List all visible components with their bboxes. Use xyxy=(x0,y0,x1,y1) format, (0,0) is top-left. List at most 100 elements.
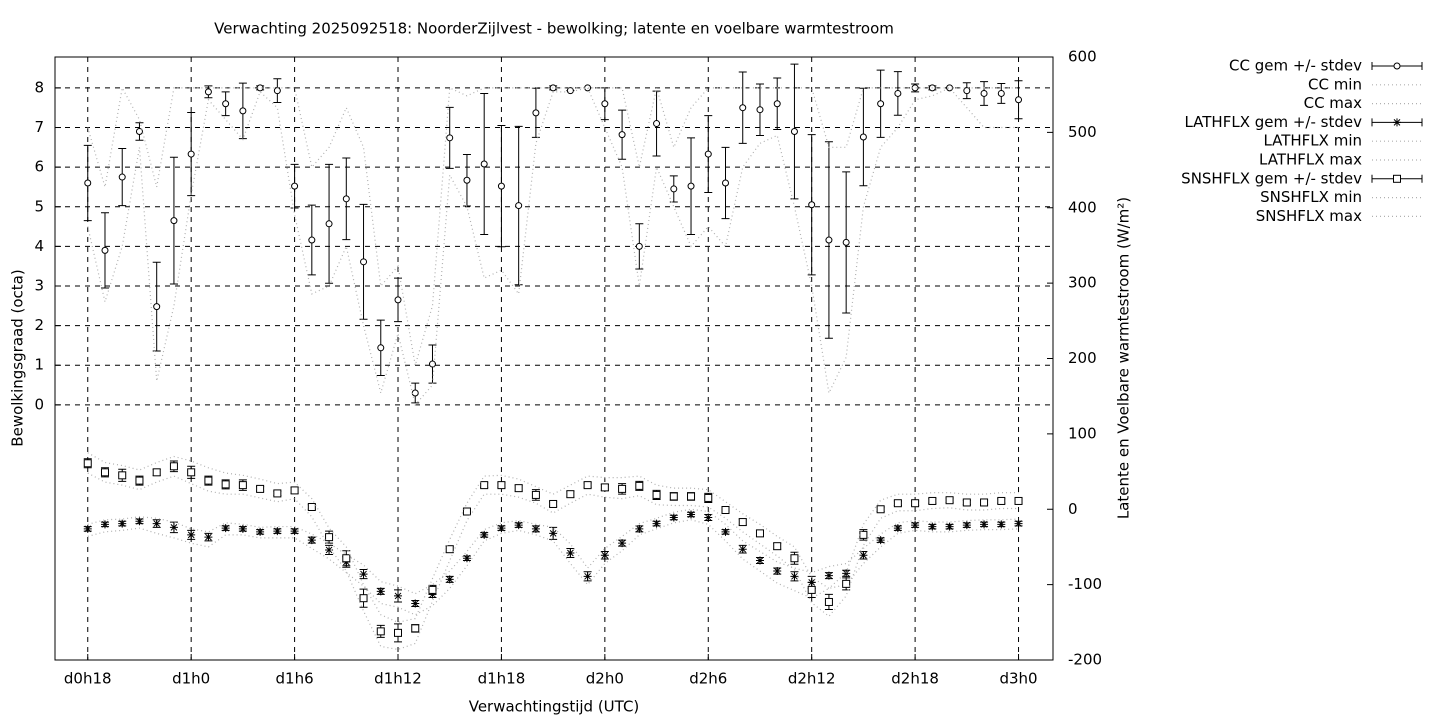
marker xyxy=(635,524,644,533)
marker xyxy=(325,220,333,228)
x-tick-label: d1h18 xyxy=(478,670,526,688)
marker xyxy=(83,459,92,468)
marker xyxy=(532,109,540,117)
marker xyxy=(394,296,402,304)
marker xyxy=(100,468,109,477)
marker xyxy=(669,513,678,522)
y2-axis-label: Latente en Voelbare warmtestroom (W/m²) xyxy=(1115,197,1133,519)
marker xyxy=(877,100,885,108)
marker xyxy=(187,150,195,158)
marker xyxy=(755,529,764,538)
marker xyxy=(446,134,454,142)
x-tick-label: d1h0 xyxy=(172,670,210,688)
marker xyxy=(222,100,230,108)
marker xyxy=(790,554,799,563)
marker xyxy=(997,89,1005,97)
marker xyxy=(773,100,781,108)
marker xyxy=(290,486,299,495)
marker xyxy=(722,179,730,187)
marker xyxy=(152,468,161,477)
marker xyxy=(152,519,161,528)
x-tick-label: d3h0 xyxy=(999,670,1037,688)
legend-label: CC min xyxy=(1308,75,1362,93)
marker xyxy=(755,556,764,565)
marker xyxy=(652,490,661,499)
marker xyxy=(808,201,816,209)
marker xyxy=(342,195,350,203)
marker xyxy=(238,481,247,490)
y2-tick-label: 200 xyxy=(1068,349,1097,367)
marker xyxy=(962,521,971,530)
marker xyxy=(893,524,902,533)
marker xyxy=(101,246,109,254)
legend-label: SNSHFLX max xyxy=(1256,207,1362,225)
marker xyxy=(566,490,575,499)
marker xyxy=(824,571,833,580)
marker xyxy=(204,88,212,96)
marker xyxy=(600,551,609,560)
marker xyxy=(445,545,454,554)
marker xyxy=(273,87,281,95)
marker xyxy=(704,493,713,502)
y-tick-label: 8 xyxy=(34,78,44,96)
marker xyxy=(445,575,454,584)
marker xyxy=(497,182,505,190)
marker xyxy=(515,202,523,210)
marker xyxy=(394,591,403,600)
x-tick-label: d2h6 xyxy=(689,670,727,688)
marker xyxy=(187,530,196,539)
marker xyxy=(359,594,368,603)
marker xyxy=(997,520,1006,529)
marker xyxy=(773,567,782,576)
marker xyxy=(652,519,661,528)
marker xyxy=(704,150,712,158)
marker xyxy=(480,481,489,490)
marker xyxy=(118,471,127,480)
marker xyxy=(584,84,592,92)
marker xyxy=(618,131,626,139)
marker xyxy=(204,533,213,542)
y2-tick-label: 300 xyxy=(1068,274,1097,292)
marker xyxy=(360,258,368,266)
y2-tick-label: 100 xyxy=(1068,424,1097,442)
marker xyxy=(583,572,592,581)
marker xyxy=(945,496,954,505)
marker xyxy=(653,120,661,128)
marker xyxy=(118,173,126,181)
y2-tick-label: 0 xyxy=(1068,500,1078,518)
y2-tick-label: 600 xyxy=(1068,48,1097,66)
y-tick-label: 1 xyxy=(34,356,44,374)
legend-label: LATHFLX max xyxy=(1259,151,1362,169)
marker xyxy=(687,510,696,519)
marker xyxy=(928,522,937,531)
marker xyxy=(738,545,747,554)
legend-label: CC gem +/- stdev xyxy=(1229,57,1362,75)
marker xyxy=(911,521,920,530)
marker xyxy=(204,476,213,485)
series-line xyxy=(87,508,1019,595)
marker xyxy=(169,462,178,471)
marker xyxy=(980,89,988,97)
y2-tick-label: 400 xyxy=(1068,198,1097,216)
marker xyxy=(359,570,368,579)
legend-label: SNSHFLX gem +/- stdev xyxy=(1181,169,1362,187)
marker xyxy=(135,127,143,135)
y2-tick-label: -100 xyxy=(1068,575,1102,593)
marker xyxy=(687,492,696,501)
marker xyxy=(1015,96,1023,104)
marker xyxy=(531,490,540,499)
marker xyxy=(169,523,178,532)
marker xyxy=(859,530,868,539)
y-tick-label: 4 xyxy=(34,237,44,255)
marker xyxy=(238,524,247,533)
marker xyxy=(308,236,316,244)
marker xyxy=(566,87,574,95)
marker xyxy=(618,539,627,548)
marker xyxy=(859,133,867,141)
x-tick-label: d1h6 xyxy=(276,670,314,688)
x-tick-label: d0h18 xyxy=(64,670,112,688)
y2-tick-label: -200 xyxy=(1068,651,1102,669)
marker xyxy=(531,524,540,533)
marker xyxy=(307,502,316,511)
